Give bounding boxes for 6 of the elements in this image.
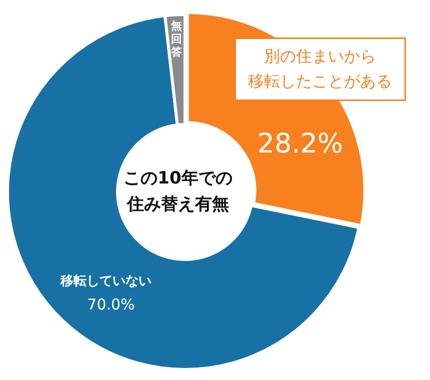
slice-label: 移転していない <box>59 274 152 289</box>
slice-label: 別の住まいから移転したことがある <box>248 46 392 90</box>
text: この10年での住み替え有無 <box>124 168 232 214</box>
data-label: 28.2% <box>257 128 344 160</box>
data-label: 70.0% <box>87 295 135 314</box>
slice-label: 無回答 <box>170 19 183 58</box>
